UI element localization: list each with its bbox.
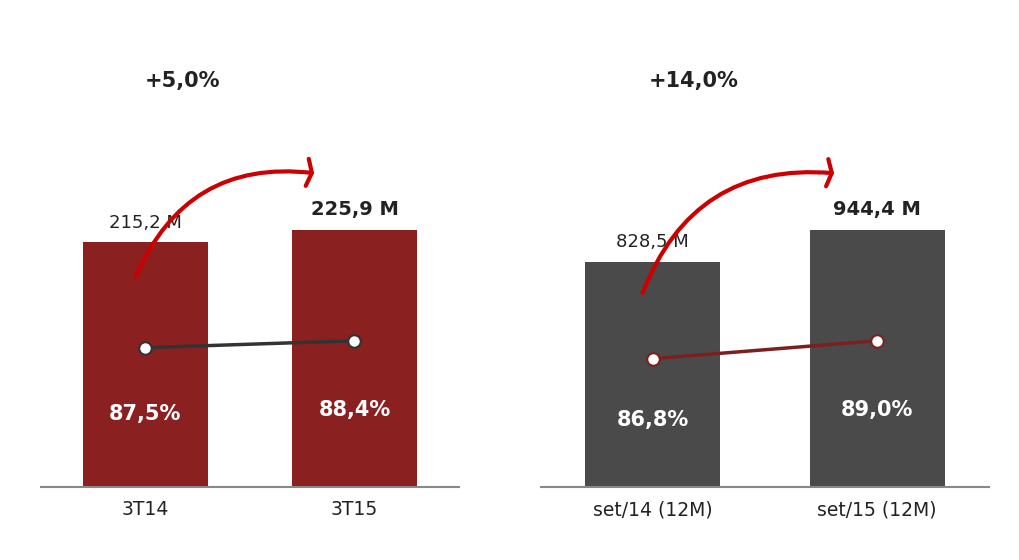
- Text: 944,4 M: 944,4 M: [833, 200, 920, 220]
- Bar: [291, 230, 417, 487]
- Text: +14,0%: +14,0%: [648, 71, 738, 91]
- Text: 89,0%: 89,0%: [841, 400, 912, 420]
- Bar: [83, 242, 208, 487]
- Text: 88,4%: 88,4%: [318, 400, 390, 420]
- Bar: [809, 230, 944, 487]
- Bar: [585, 262, 719, 487]
- Text: 215,2 M: 215,2 M: [109, 213, 181, 231]
- Text: 86,8%: 86,8%: [616, 409, 688, 430]
- Text: +5,0%: +5,0%: [145, 71, 220, 91]
- Text: 87,5%: 87,5%: [109, 404, 181, 424]
- Text: 828,5 M: 828,5 M: [615, 233, 689, 251]
- Text: 225,9 M: 225,9 M: [310, 200, 398, 220]
